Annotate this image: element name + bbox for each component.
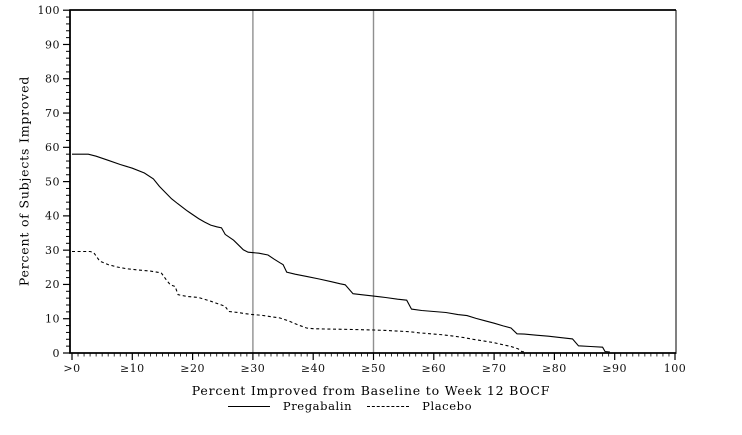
x-tick-label: ≥80 [542,362,567,375]
x-tick-label: ≥70 [482,362,507,375]
legend: Pregabalin Placebo [0,399,700,413]
y-tick-label: 0 [53,347,61,360]
x-axis-title: Percent Improved from Baseline to Week 1… [191,383,551,398]
x-tick-label: >0 [63,362,80,375]
legend-item-pregabalin: Pregabalin [227,399,353,413]
y-tick-label: 10 [45,313,60,326]
solid-line-sample-icon [227,405,270,407]
y-tick-label: 50 [45,175,60,188]
x-tick-label: ≥20 [180,362,205,375]
legend-label-pregabalin: Pregabalin [282,399,353,413]
y-tick-label: 40 [45,210,60,223]
x-tick-label: ≥60 [421,362,446,375]
y-tick-label: 60 [45,141,60,154]
x-tick-label: ≥40 [301,362,326,375]
dashed-line-sample-icon [367,405,410,407]
x-tick-label: ≥90 [602,362,627,375]
y-tick-label: 90 [45,38,60,51]
legend-item-placebo: Placebo [367,399,472,413]
x-tick-label: ≥50 [361,362,386,375]
placebo-series-line [72,250,526,353]
x-tick-label: 100 [664,362,687,375]
y-tick-label: 70 [45,107,60,120]
x-tick-label: ≥30 [241,362,266,375]
x-tick-label: ≥10 [120,362,145,375]
legend-label-placebo: Placebo [422,399,473,413]
y-tick-label: 100 [38,4,61,17]
y-tick-label: 20 [45,278,60,291]
pregabalin-series-line [72,153,610,353]
y-tick-label: 80 [45,73,60,86]
y-axis-title: Percent of Subjects Improved [16,75,32,287]
y-tick-label: 30 [45,244,60,257]
